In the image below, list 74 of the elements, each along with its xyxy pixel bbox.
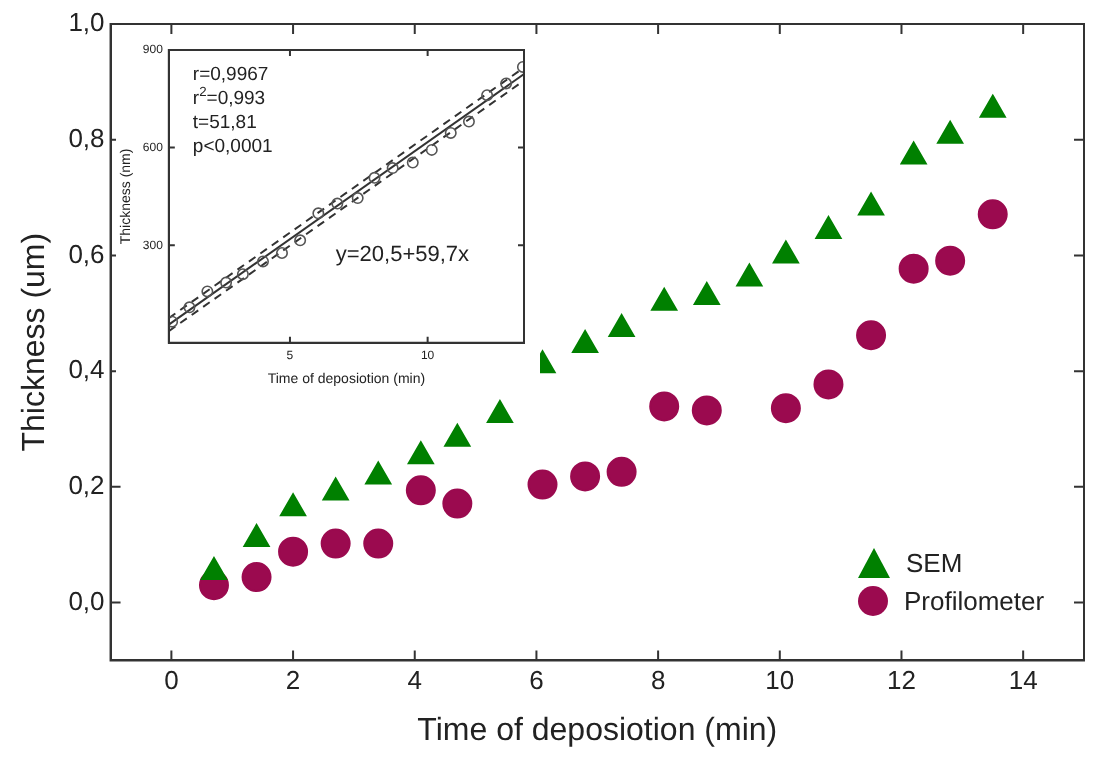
point <box>256 255 269 268</box>
point <box>500 77 513 90</box>
point <box>571 330 599 354</box>
point <box>527 469 558 500</box>
point <box>444 423 471 447</box>
y-tick-label: 0,2 <box>68 469 105 500</box>
legend-label: Profilometer <box>904 584 1045 621</box>
x-tick-label: 4 <box>407 665 422 696</box>
point <box>736 263 763 287</box>
point <box>279 493 307 517</box>
annotation: r=0,9967 <box>192 64 269 86</box>
point <box>278 536 309 567</box>
point <box>979 94 1006 118</box>
point <box>815 216 842 240</box>
x-tick-label: 12 <box>887 665 916 696</box>
point <box>570 461 601 492</box>
point <box>386 162 399 175</box>
point <box>201 285 214 298</box>
point <box>425 143 438 156</box>
point <box>691 395 722 426</box>
x-tick-label: 0 <box>164 665 179 696</box>
point <box>312 207 325 220</box>
point <box>363 528 394 559</box>
point <box>856 320 887 351</box>
point <box>606 456 637 487</box>
y-axis-title: Thickness (um) <box>18 232 53 452</box>
point <box>898 253 929 284</box>
x-tick-label: 6 <box>529 665 544 696</box>
y-tick-label: 0,6 <box>68 238 105 269</box>
y-tick-label: 1,0 <box>68 7 105 38</box>
point <box>368 171 381 184</box>
point <box>857 192 885 216</box>
point <box>608 313 635 337</box>
point <box>322 477 349 501</box>
point <box>168 315 179 328</box>
point <box>486 400 514 424</box>
y-tick-label: 0,0 <box>68 585 105 616</box>
point <box>770 393 801 424</box>
point <box>481 89 494 102</box>
annotation: y=20,5+59,7x <box>335 242 471 267</box>
point <box>220 276 233 289</box>
point <box>651 287 678 311</box>
annotation: p<0,0001 <box>192 136 273 158</box>
point <box>275 247 288 260</box>
point <box>935 245 966 276</box>
point <box>900 141 927 165</box>
x-tick-label: 14 <box>1008 665 1038 696</box>
x-tick-label: 2 <box>285 665 301 696</box>
point <box>294 234 307 247</box>
legend-label: SEM <box>906 546 963 583</box>
point <box>407 441 434 465</box>
point <box>351 192 364 205</box>
point <box>444 126 457 139</box>
point <box>331 197 344 210</box>
point <box>405 475 436 506</box>
x-tick-label: 10 <box>765 665 795 696</box>
y-tick-label: 0,8 <box>68 122 105 153</box>
point <box>813 369 844 400</box>
point <box>442 488 473 519</box>
point <box>649 391 680 422</box>
point <box>241 562 272 593</box>
point <box>320 528 351 559</box>
annotation: t=51,81 <box>192 112 257 134</box>
point <box>693 282 720 306</box>
point <box>406 156 419 169</box>
point <box>937 120 964 144</box>
point <box>462 115 475 128</box>
x-tick-label: 8 <box>650 665 666 696</box>
point <box>365 461 392 485</box>
point <box>772 240 799 264</box>
point <box>183 301 196 314</box>
y-tick-label: 0,4 <box>68 354 105 385</box>
point <box>236 268 249 281</box>
x-axis-title: Time of deposiotion (min) <box>417 713 778 748</box>
